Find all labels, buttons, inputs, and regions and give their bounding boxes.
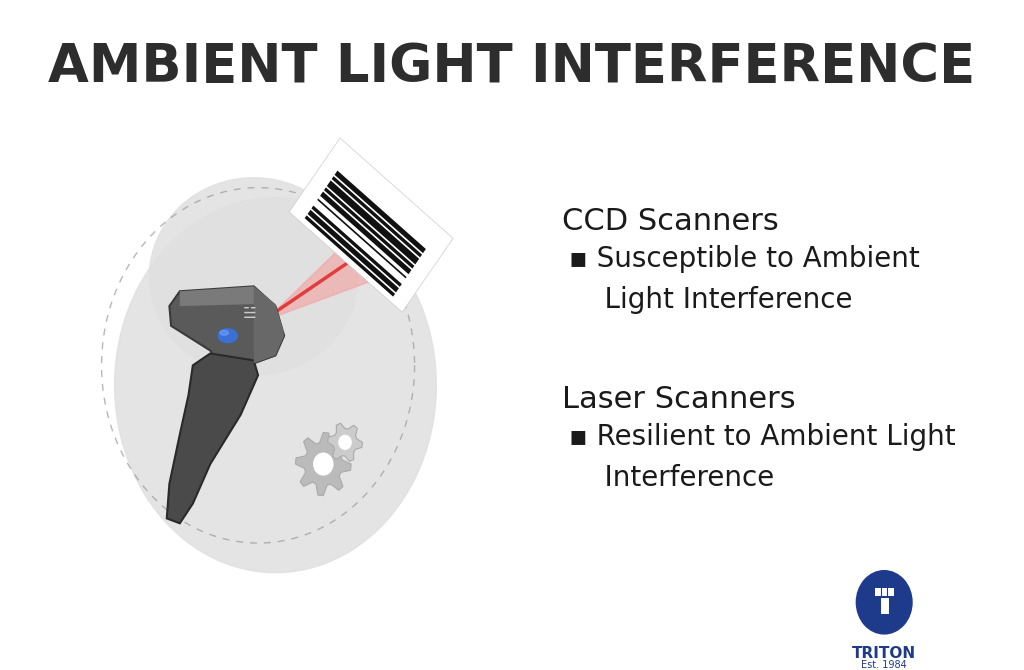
Text: Est. 1984: Est. 1984 bbox=[861, 659, 907, 669]
FancyBboxPatch shape bbox=[880, 598, 889, 614]
FancyBboxPatch shape bbox=[289, 138, 453, 312]
FancyBboxPatch shape bbox=[332, 176, 422, 257]
Polygon shape bbox=[210, 192, 397, 371]
Ellipse shape bbox=[220, 330, 228, 335]
Text: CCD Scanners: CCD Scanners bbox=[562, 207, 779, 237]
FancyBboxPatch shape bbox=[327, 180, 419, 265]
FancyBboxPatch shape bbox=[324, 188, 415, 269]
Ellipse shape bbox=[115, 198, 436, 573]
FancyBboxPatch shape bbox=[307, 210, 399, 292]
Ellipse shape bbox=[218, 329, 238, 342]
Polygon shape bbox=[296, 432, 351, 496]
Text: ☱: ☱ bbox=[243, 306, 256, 322]
Polygon shape bbox=[254, 286, 285, 363]
Circle shape bbox=[339, 436, 351, 450]
FancyBboxPatch shape bbox=[321, 192, 412, 274]
Ellipse shape bbox=[150, 178, 358, 375]
FancyBboxPatch shape bbox=[335, 171, 426, 253]
FancyBboxPatch shape bbox=[317, 198, 407, 279]
Polygon shape bbox=[328, 423, 362, 462]
Circle shape bbox=[856, 571, 912, 634]
Polygon shape bbox=[169, 286, 285, 363]
Text: AMBIENT LIGHT INTERFERENCE: AMBIENT LIGHT INTERFERENCE bbox=[48, 41, 976, 93]
Text: TRITON: TRITON bbox=[852, 646, 916, 661]
Polygon shape bbox=[167, 354, 258, 523]
Text: ▪ Resilient to Ambient Light
    Interference: ▪ Resilient to Ambient Light Interferenc… bbox=[569, 423, 956, 492]
Text: Laser Scanners: Laser Scanners bbox=[562, 385, 796, 414]
FancyBboxPatch shape bbox=[311, 206, 401, 287]
Text: ▪ Susceptible to Ambient
    Light Interference: ▪ Susceptible to Ambient Light Interfere… bbox=[569, 245, 921, 314]
FancyBboxPatch shape bbox=[305, 215, 395, 297]
Circle shape bbox=[313, 453, 333, 475]
Polygon shape bbox=[180, 286, 285, 334]
FancyBboxPatch shape bbox=[874, 588, 894, 596]
